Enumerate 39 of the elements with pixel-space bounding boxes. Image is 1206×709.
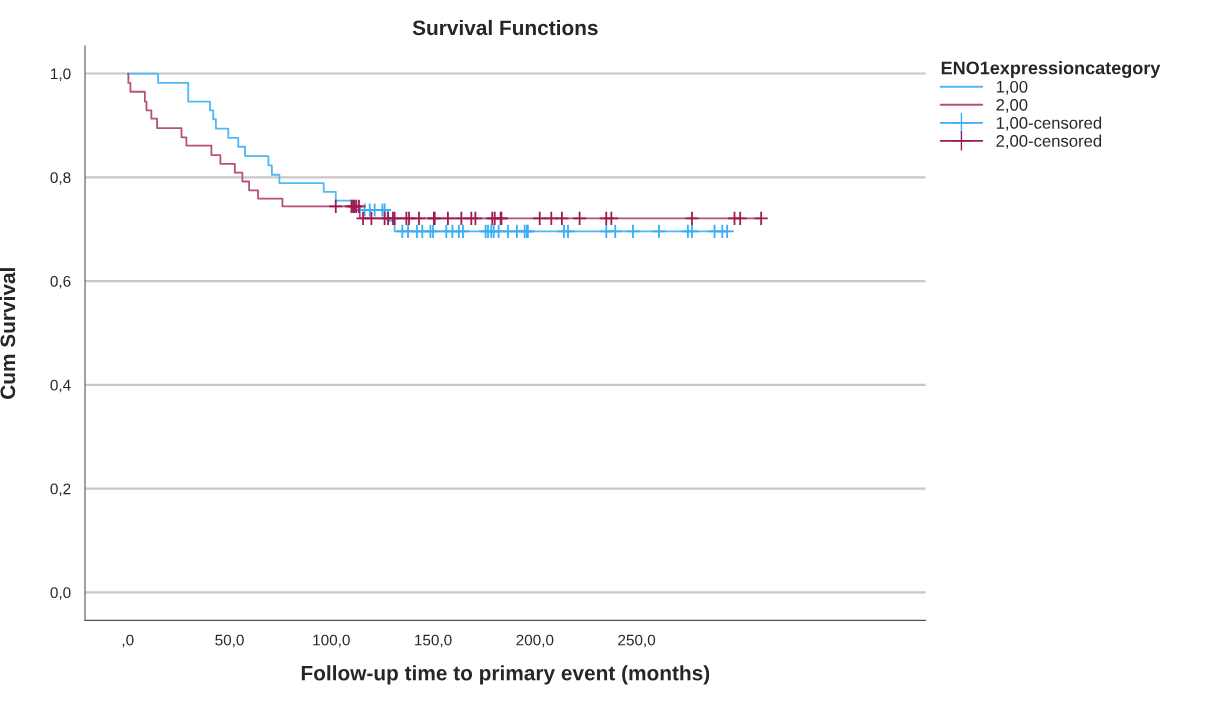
y-tick-label: 1,0 <box>51 68 71 82</box>
point <box>732 210 748 226</box>
y-tick-label: 0,6 <box>50 275 71 289</box>
x-tick-label: 250,0 <box>618 634 656 648</box>
x-tick-label: 150,0 <box>415 634 452 648</box>
point <box>572 210 588 226</box>
point <box>603 210 619 226</box>
x-tick-label: 50,0 <box>215 634 244 648</box>
point <box>467 210 483 226</box>
y-tick-label: 0,4 <box>50 379 71 393</box>
legend-label: 1,00 <box>996 80 1028 95</box>
point <box>328 198 344 214</box>
point <box>625 223 641 239</box>
legend-title: ENO1expressioncategory <box>941 61 1161 78</box>
point <box>651 223 667 239</box>
legend-label: 1,00-censored <box>996 116 1102 131</box>
legend-label: 2,00-censored <box>996 134 1102 149</box>
x-tick-label: 200,0 <box>516 634 554 648</box>
point <box>411 210 427 226</box>
y-tick-label: 0,0 <box>50 587 71 600</box>
point <box>440 210 456 226</box>
point <box>455 223 471 239</box>
x-axis-title: Follow-up time to primary event (months) <box>301 665 710 685</box>
legend-label: 2,00 <box>996 98 1028 113</box>
point <box>532 210 548 226</box>
y-axis-title: Cum Survival <box>0 268 16 399</box>
y-tick-label: 0,8 <box>50 172 71 185</box>
y-tick-label: 0,2 <box>50 483 71 497</box>
point <box>607 223 623 239</box>
x-tick-label: 100,0 <box>313 634 350 648</box>
point <box>753 210 769 226</box>
x-tick-label: ,0 <box>122 634 134 648</box>
point <box>363 210 379 226</box>
point <box>684 223 700 239</box>
point <box>560 223 576 239</box>
point <box>719 223 735 239</box>
chart-title: Survival Functions <box>412 19 598 36</box>
point <box>554 210 570 226</box>
point <box>684 210 700 226</box>
